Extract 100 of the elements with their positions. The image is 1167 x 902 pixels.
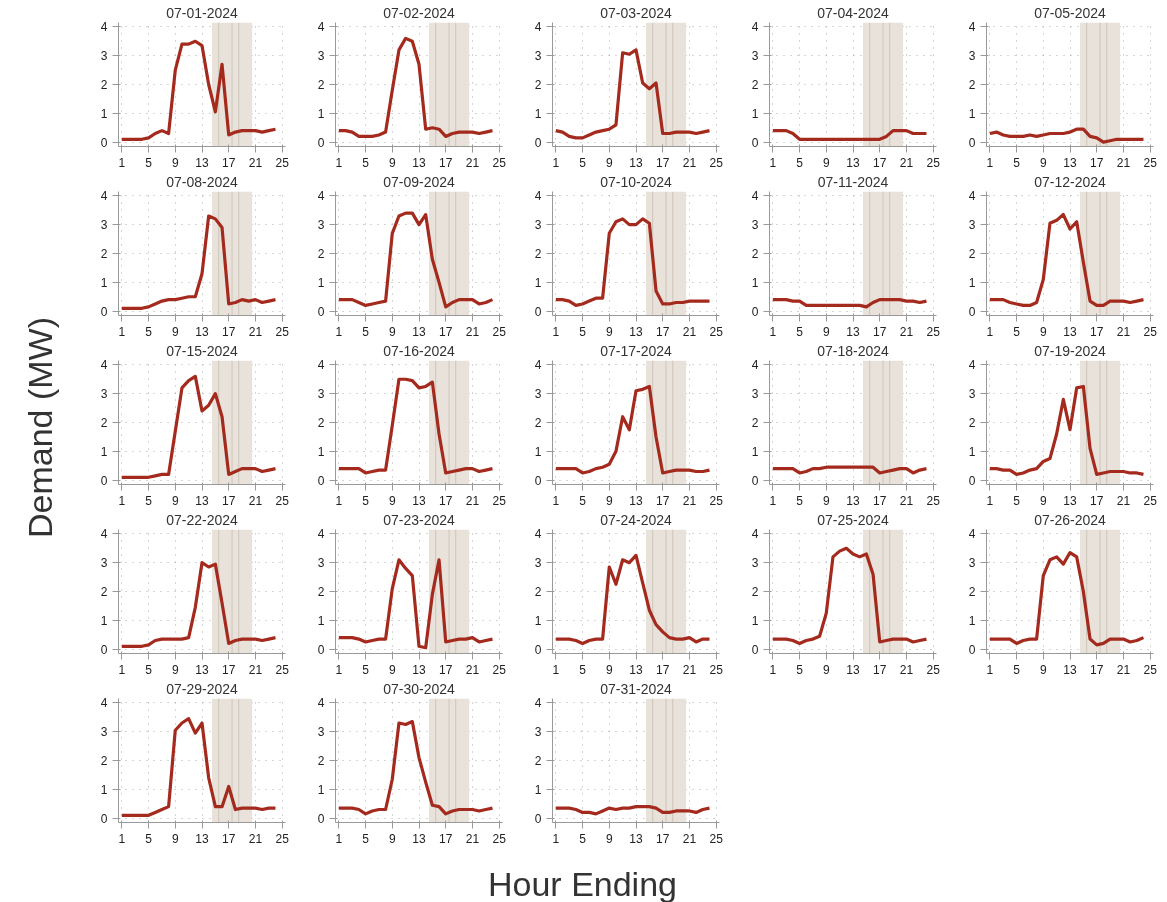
x-tick-label: 1 — [769, 493, 777, 508]
chart-title: 07-18-2024 — [817, 342, 890, 359]
x-tick-label: 13 — [195, 155, 209, 170]
x-tick-label: 5 — [145, 493, 153, 508]
y-tick-label: 4 — [751, 358, 759, 373]
chart-title: 07-03-2024 — [600, 4, 673, 21]
chart-title: 07-05-2024 — [1034, 4, 1107, 21]
y-tick-label: 2 — [751, 78, 759, 92]
x-tick-label: 25 — [1143, 155, 1158, 170]
y-tick-label: 1 — [317, 444, 325, 459]
y-tick-label: 0 — [534, 642, 542, 657]
line-series — [988, 127, 1146, 144]
x-tick-label: 21 — [465, 324, 480, 339]
x-tick-label: 25 — [709, 493, 724, 508]
y-tick-label: 2 — [968, 247, 976, 261]
x-tick-label: 21 — [465, 493, 480, 508]
line-series — [771, 298, 929, 309]
y-tick-label: 4 — [751, 20, 759, 35]
y-tick-label: 1 — [100, 782, 108, 797]
x-tick-label: 13 — [629, 831, 643, 846]
y-tick-label: 2 — [100, 585, 108, 599]
x-tick-label: 5 — [362, 493, 370, 508]
y-tick-label: 1 — [968, 275, 976, 290]
x-tick-label: 9 — [1039, 324, 1047, 339]
y-tick-label: 4 — [100, 20, 108, 35]
y-tick-label: 4 — [317, 189, 325, 204]
y-tick-label: 1 — [100, 275, 108, 290]
x-tick-label: 25 — [709, 831, 724, 846]
x-tick-label: 17 — [222, 324, 236, 339]
x-tick-label: 17 — [656, 324, 670, 339]
chart-title: 07-29-2024 — [166, 680, 239, 697]
x-tick-label: 5 — [796, 662, 804, 677]
y-tick-label: 2 — [534, 585, 542, 599]
y-tick-label: 4 — [100, 189, 108, 204]
x-tick-label: 1 — [335, 155, 343, 170]
y-tick-label: 3 — [751, 387, 759, 402]
x-tick-label: 5 — [362, 662, 370, 677]
x-tick-label: 1 — [552, 155, 560, 170]
x-tick-label: 1 — [118, 831, 126, 846]
x-tick-label: 21 — [1116, 493, 1131, 508]
y-tick-label: 2 — [534, 416, 542, 430]
y-tick-label: 3 — [968, 218, 976, 233]
x-tick-label: 1 — [769, 324, 777, 339]
y-tick-label: 4 — [968, 20, 976, 35]
y-tick-label: 2 — [751, 416, 759, 430]
y-tick-label: 1 — [534, 782, 542, 797]
x-tick-label: 9 — [1039, 662, 1047, 677]
x-tick-label: 25 — [275, 493, 290, 508]
x-tick-label: 9 — [1039, 155, 1047, 170]
chart-title: 07-16-2024 — [383, 342, 456, 359]
y-tick-label: 2 — [100, 416, 108, 430]
x-tick-label: 17 — [656, 662, 670, 677]
x-tick-label: 17 — [1090, 493, 1104, 508]
y-tick-label: 4 — [534, 696, 542, 711]
x-tick-label: 17 — [873, 324, 887, 339]
y-tick-label: 0 — [968, 135, 976, 150]
x-tick-label: 1 — [552, 662, 560, 677]
x-tick-label: 5 — [362, 155, 370, 170]
y-tick-label: 3 — [534, 49, 542, 64]
y-tick-label: 1 — [534, 444, 542, 459]
y-tick-label: 1 — [100, 444, 108, 459]
x-tick-label: 1 — [986, 324, 994, 339]
x-tick-label: 9 — [605, 155, 613, 170]
line-series — [120, 374, 278, 479]
x-tick-label: 17 — [656, 493, 670, 508]
x-tick-label: 17 — [873, 155, 887, 170]
y-tick-label: 0 — [534, 135, 542, 150]
line-series — [554, 48, 712, 140]
x-tick-label: 5 — [145, 662, 153, 677]
y-tick-label: 3 — [534, 218, 542, 233]
line-series — [337, 211, 495, 309]
x-tick-label: 1 — [335, 493, 343, 508]
y-tick-label: 4 — [317, 696, 325, 711]
x-tick-label: 25 — [709, 662, 724, 677]
x-tick-label: 21 — [1116, 662, 1131, 677]
y-tick-label: 4 — [534, 527, 542, 542]
x-tick-label: 5 — [579, 662, 587, 677]
y-tick-label: 0 — [751, 642, 759, 657]
x-tick-label: 1 — [552, 324, 560, 339]
x-tick-label: 25 — [1143, 493, 1158, 508]
x-tick-label: 17 — [439, 662, 453, 677]
y-tick-label: 1 — [751, 444, 759, 459]
x-tick-label: 9 — [171, 155, 179, 170]
y-tick-label: 4 — [534, 358, 542, 373]
y-tick-label: 2 — [751, 247, 759, 261]
x-tick-label: 9 — [171, 324, 179, 339]
x-tick-label: 9 — [822, 155, 830, 170]
x-tick-label: 5 — [362, 831, 370, 846]
x-tick-label: 9 — [605, 493, 613, 508]
x-tick-label: 1 — [986, 662, 994, 677]
y-tick-label: 0 — [968, 642, 976, 657]
line-series — [988, 550, 1146, 647]
y-tick-label: 4 — [100, 527, 108, 542]
y-tick-label: 0 — [751, 135, 759, 150]
x-tick-label: 13 — [1063, 493, 1077, 508]
x-tick-label: 13 — [846, 662, 860, 677]
x-tick-label: 21 — [465, 662, 480, 677]
x-tick-label: 13 — [846, 155, 860, 170]
y-tick-label: 3 — [317, 218, 325, 233]
x-tick-label: 25 — [926, 155, 941, 170]
